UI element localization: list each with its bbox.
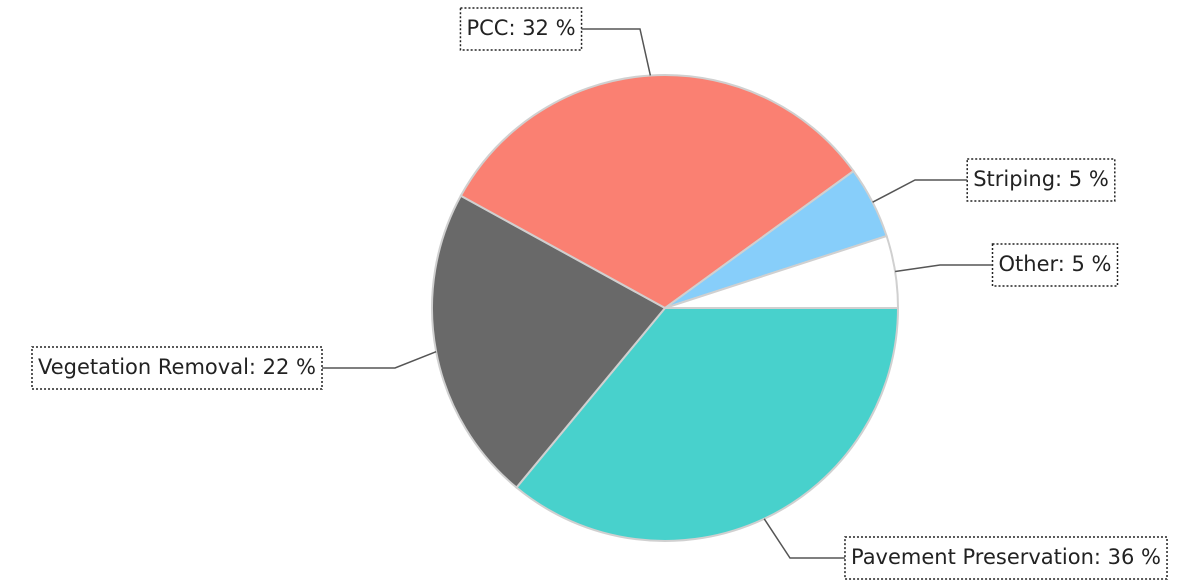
data-label-text: Vegetation Removal: 22 % xyxy=(38,355,316,379)
label-box xyxy=(31,346,323,390)
labels: Pavement Preservation: 36 % Vegetation Re… xyxy=(31,7,1168,580)
data-label: Pavement Preservation: 36 % xyxy=(763,518,1168,580)
pie-slice xyxy=(459,74,855,310)
leader-line xyxy=(895,264,993,273)
label-box xyxy=(459,7,583,51)
leader-line xyxy=(763,518,845,559)
data-label: Striping: 5 % xyxy=(872,158,1116,203)
leader-line xyxy=(322,350,437,369)
data-label-text: Pavement Preservation: 36 % xyxy=(851,545,1161,569)
pie-slice xyxy=(664,234,900,309)
label-box xyxy=(966,158,1116,202)
data-label: Vegetation Removal: 22 % xyxy=(31,346,437,390)
data-label-text: PCC: 32 % xyxy=(466,16,575,40)
leader-line xyxy=(581,28,652,76)
data-label: Other: 5 % xyxy=(895,243,1119,287)
data-label-text: Striping: 5 % xyxy=(973,167,1109,191)
data-label: PCC: 32 % xyxy=(459,7,652,76)
data-label-text: Other: 5 % xyxy=(999,252,1112,276)
label-box xyxy=(844,536,1168,580)
leader-line xyxy=(872,179,968,203)
slices xyxy=(431,74,900,542)
